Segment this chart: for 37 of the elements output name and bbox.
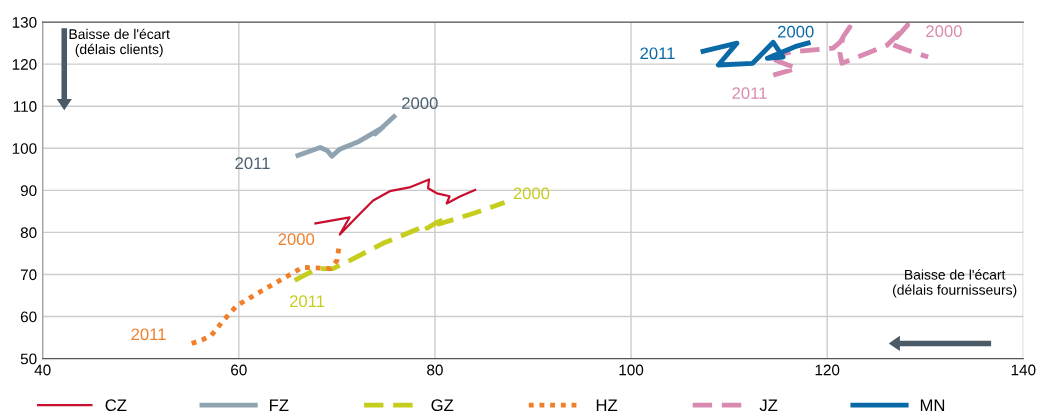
annotation: Baisse de l'écart (délais clients) bbox=[69, 28, 170, 57]
x-tick-label: 100 bbox=[619, 364, 644, 376]
y-tick-label: 100 bbox=[12, 143, 37, 154]
annotation: 2000 bbox=[778, 25, 814, 38]
legend-label: JZ bbox=[759, 399, 778, 412]
annotation: 2000 bbox=[926, 25, 962, 38]
annotation: 2000 bbox=[402, 97, 438, 109]
x-tick-label: 60 bbox=[231, 364, 247, 376]
annotation: 2000 bbox=[278, 233, 315, 246]
annotation: 2011 bbox=[131, 328, 166, 341]
legend-label: MN bbox=[920, 399, 945, 411]
y-tick-label: 80 bbox=[20, 227, 37, 239]
annotation: 2011 bbox=[640, 47, 675, 60]
x-tick-label: 120 bbox=[815, 364, 840, 376]
annotation: 2011 bbox=[289, 295, 325, 308]
legend-label: CZ bbox=[105, 399, 127, 412]
legend-label: GZ bbox=[431, 399, 454, 412]
line-series bbox=[313, 178, 478, 236]
legend-label: FZ bbox=[269, 399, 289, 411]
y-tick-label: 120 bbox=[12, 59, 37, 70]
y-tick-label: 130 bbox=[12, 16, 37, 28]
line-series bbox=[293, 112, 399, 159]
y-tick-label: 60 bbox=[20, 311, 37, 323]
annotation: 2011 bbox=[732, 87, 767, 100]
legend-label: HZ bbox=[596, 399, 618, 411]
y-tick-label: 70 bbox=[20, 269, 37, 281]
x-tick-label: 40 bbox=[34, 364, 51, 376]
x-tick-label: 80 bbox=[427, 364, 443, 376]
annotation: Baisse de l'écart (délais fournisseurs) bbox=[893, 269, 1017, 298]
line-series bbox=[189, 245, 342, 346]
y-tick-label: 110 bbox=[13, 101, 37, 112]
annotation: 2011 bbox=[235, 157, 270, 170]
x-tick-label: 140 bbox=[1011, 364, 1036, 376]
line-series bbox=[698, 39, 813, 68]
annotation: 2000 bbox=[513, 187, 550, 200]
y-tick-label: 50 bbox=[20, 353, 37, 365]
y-tick-label: 90 bbox=[20, 185, 37, 197]
